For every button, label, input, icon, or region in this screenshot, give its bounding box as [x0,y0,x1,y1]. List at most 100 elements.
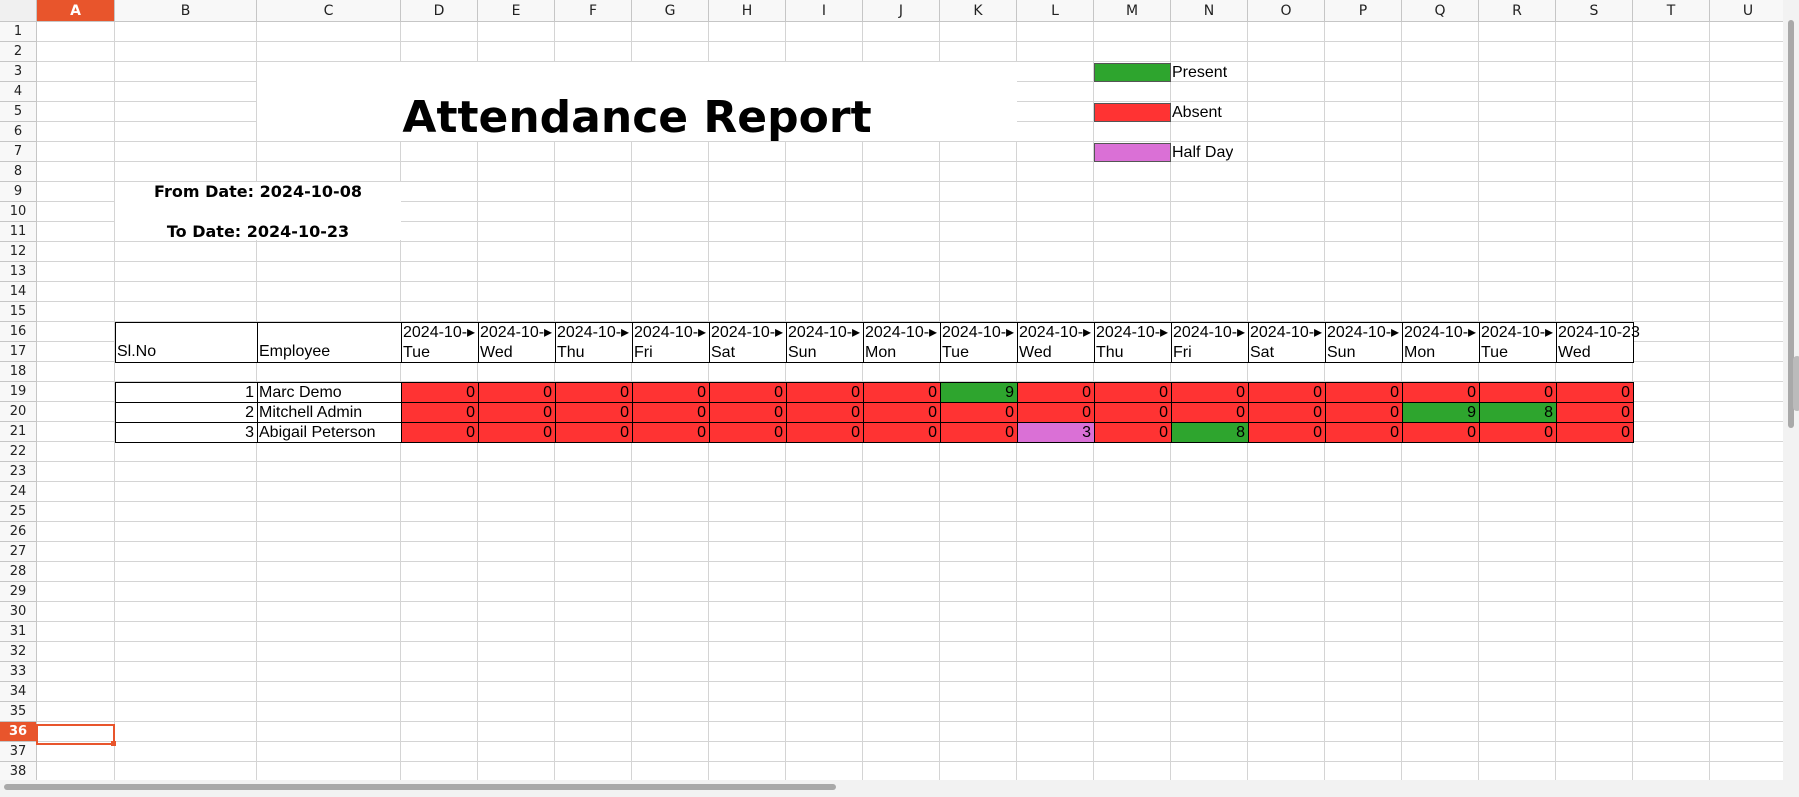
attendance-cell[interactable]: 0 [863,402,941,423]
row-header-32[interactable]: 32 [0,642,37,662]
attendance-cell[interactable]: 0 [478,402,556,423]
attendance-cell[interactable]: 0 [1094,422,1172,443]
attendance-cell[interactable]: 0 [1325,382,1403,403]
attendance-cell[interactable]: 0 [940,402,1018,423]
row-header-3[interactable]: 3 [0,62,37,82]
row-header-24[interactable]: 24 [0,482,37,502]
attendance-cell[interactable]: 0 [1017,382,1095,403]
column-header-h[interactable]: H [709,0,786,22]
attendance-cell[interactable]: 0 [1556,382,1634,403]
row-header-36[interactable]: 36 [0,722,37,742]
attendance-cell[interactable]: 0 [1094,402,1172,423]
row-header-5[interactable]: 5 [0,102,37,122]
attendance-cell[interactable]: 0 [632,382,710,403]
attendance-cell[interactable]: 0 [709,422,787,443]
horizontal-scrollbar[interactable] [0,780,1783,797]
vertical-scroll-thumb[interactable] [1788,20,1794,428]
row-header-13[interactable]: 13 [0,262,37,282]
attendance-cell[interactable]: 0 [1171,382,1249,403]
attendance-cell[interactable]: 0 [786,382,864,403]
attendance-cell[interactable]: 8 [1479,402,1557,423]
row-header-28[interactable]: 28 [0,562,37,582]
row-header-29[interactable]: 29 [0,582,37,602]
column-header-i[interactable]: I [786,0,863,22]
column-header-b[interactable]: B [115,0,257,22]
row-header-22[interactable]: 22 [0,442,37,462]
column-header-l[interactable]: L [1017,0,1094,22]
attendance-cell[interactable]: 0 [1479,422,1557,443]
column-header-d[interactable]: D [401,0,478,22]
row-header-20[interactable]: 20 [0,402,37,422]
column-header-k[interactable]: K [940,0,1017,22]
column-header-m[interactable]: M [1094,0,1171,22]
attendance-cell[interactable]: 0 [1325,422,1403,443]
attendance-cell[interactable]: 0 [632,402,710,423]
row-header-25[interactable]: 25 [0,502,37,522]
column-header-g[interactable]: G [632,0,709,22]
attendance-cell[interactable]: 0 [401,402,479,423]
attendance-cell[interactable]: 0 [786,402,864,423]
attendance-cell[interactable]: 3 [1017,422,1095,443]
vertical-scrollbar[interactable] [1783,0,1799,797]
column-header-c[interactable]: C [257,0,401,22]
row-header-15[interactable]: 15 [0,302,37,322]
row-header-33[interactable]: 33 [0,662,37,682]
column-header-s[interactable]: S [1556,0,1633,22]
row-header-34[interactable]: 34 [0,682,37,702]
attendance-cell[interactable]: 0 [1248,422,1326,443]
row-header-4[interactable]: 4 [0,82,37,102]
row-header-38[interactable]: 38 [0,762,37,782]
column-header-e[interactable]: E [478,0,555,22]
attendance-cell[interactable]: 0 [786,422,864,443]
attendance-cell[interactable]: 0 [1171,402,1249,423]
attendance-cell[interactable]: 0 [555,422,633,443]
row-header-17[interactable]: 17 [0,342,37,362]
attendance-cell[interactable]: 0 [709,382,787,403]
row-header-21[interactable]: 21 [0,422,37,442]
row-header-26[interactable]: 26 [0,522,37,542]
column-header-o[interactable]: O [1248,0,1325,22]
select-all-corner[interactable] [0,0,37,22]
row-header-30[interactable]: 30 [0,602,37,622]
row-header-8[interactable]: 8 [0,162,37,182]
attendance-cell[interactable]: 0 [863,422,941,443]
row-header-31[interactable]: 31 [0,622,37,642]
row-header-7[interactable]: 7 [0,142,37,162]
attendance-cell[interactable]: 0 [478,382,556,403]
attendance-cell[interactable]: 0 [1556,402,1634,423]
selected-cell-a36[interactable] [36,724,115,745]
row-header-18[interactable]: 18 [0,362,37,382]
attendance-cell[interactable]: 0 [1248,402,1326,423]
sidebar-grip[interactable] [1793,356,1799,411]
attendance-cell[interactable]: 0 [863,382,941,403]
column-header-f[interactable]: F [555,0,632,22]
attendance-cell[interactable]: 9 [940,382,1018,403]
column-header-n[interactable]: N [1171,0,1248,22]
attendance-cell[interactable]: 0 [1325,402,1403,423]
attendance-cell[interactable]: 9 [1402,402,1480,423]
attendance-cell[interactable]: 0 [1402,422,1480,443]
row-header-35[interactable]: 35 [0,702,37,722]
attendance-cell[interactable]: 0 [1402,382,1480,403]
column-header-u[interactable]: U [1710,0,1787,22]
row-header-14[interactable]: 14 [0,282,37,302]
attendance-cell[interactable]: 0 [555,382,633,403]
row-header-2[interactable]: 2 [0,42,37,62]
row-header-16[interactable]: 16 [0,322,37,342]
column-header-t[interactable]: T [1633,0,1710,22]
fill-handle[interactable] [111,741,116,746]
attendance-cell[interactable]: 0 [1556,422,1634,443]
column-header-a[interactable]: A [37,0,115,22]
row-header-37[interactable]: 37 [0,742,37,762]
attendance-cell[interactable]: 0 [1094,382,1172,403]
column-header-p[interactable]: P [1325,0,1402,22]
row-header-10[interactable]: 10 [0,202,37,222]
attendance-cell[interactable]: 0 [940,422,1018,443]
attendance-cell[interactable]: 0 [632,422,710,443]
row-header-9[interactable]: 9 [0,182,37,202]
attendance-cell[interactable]: 0 [478,422,556,443]
row-header-23[interactable]: 23 [0,462,37,482]
attendance-cell[interactable]: 0 [1479,382,1557,403]
row-header-12[interactable]: 12 [0,242,37,262]
